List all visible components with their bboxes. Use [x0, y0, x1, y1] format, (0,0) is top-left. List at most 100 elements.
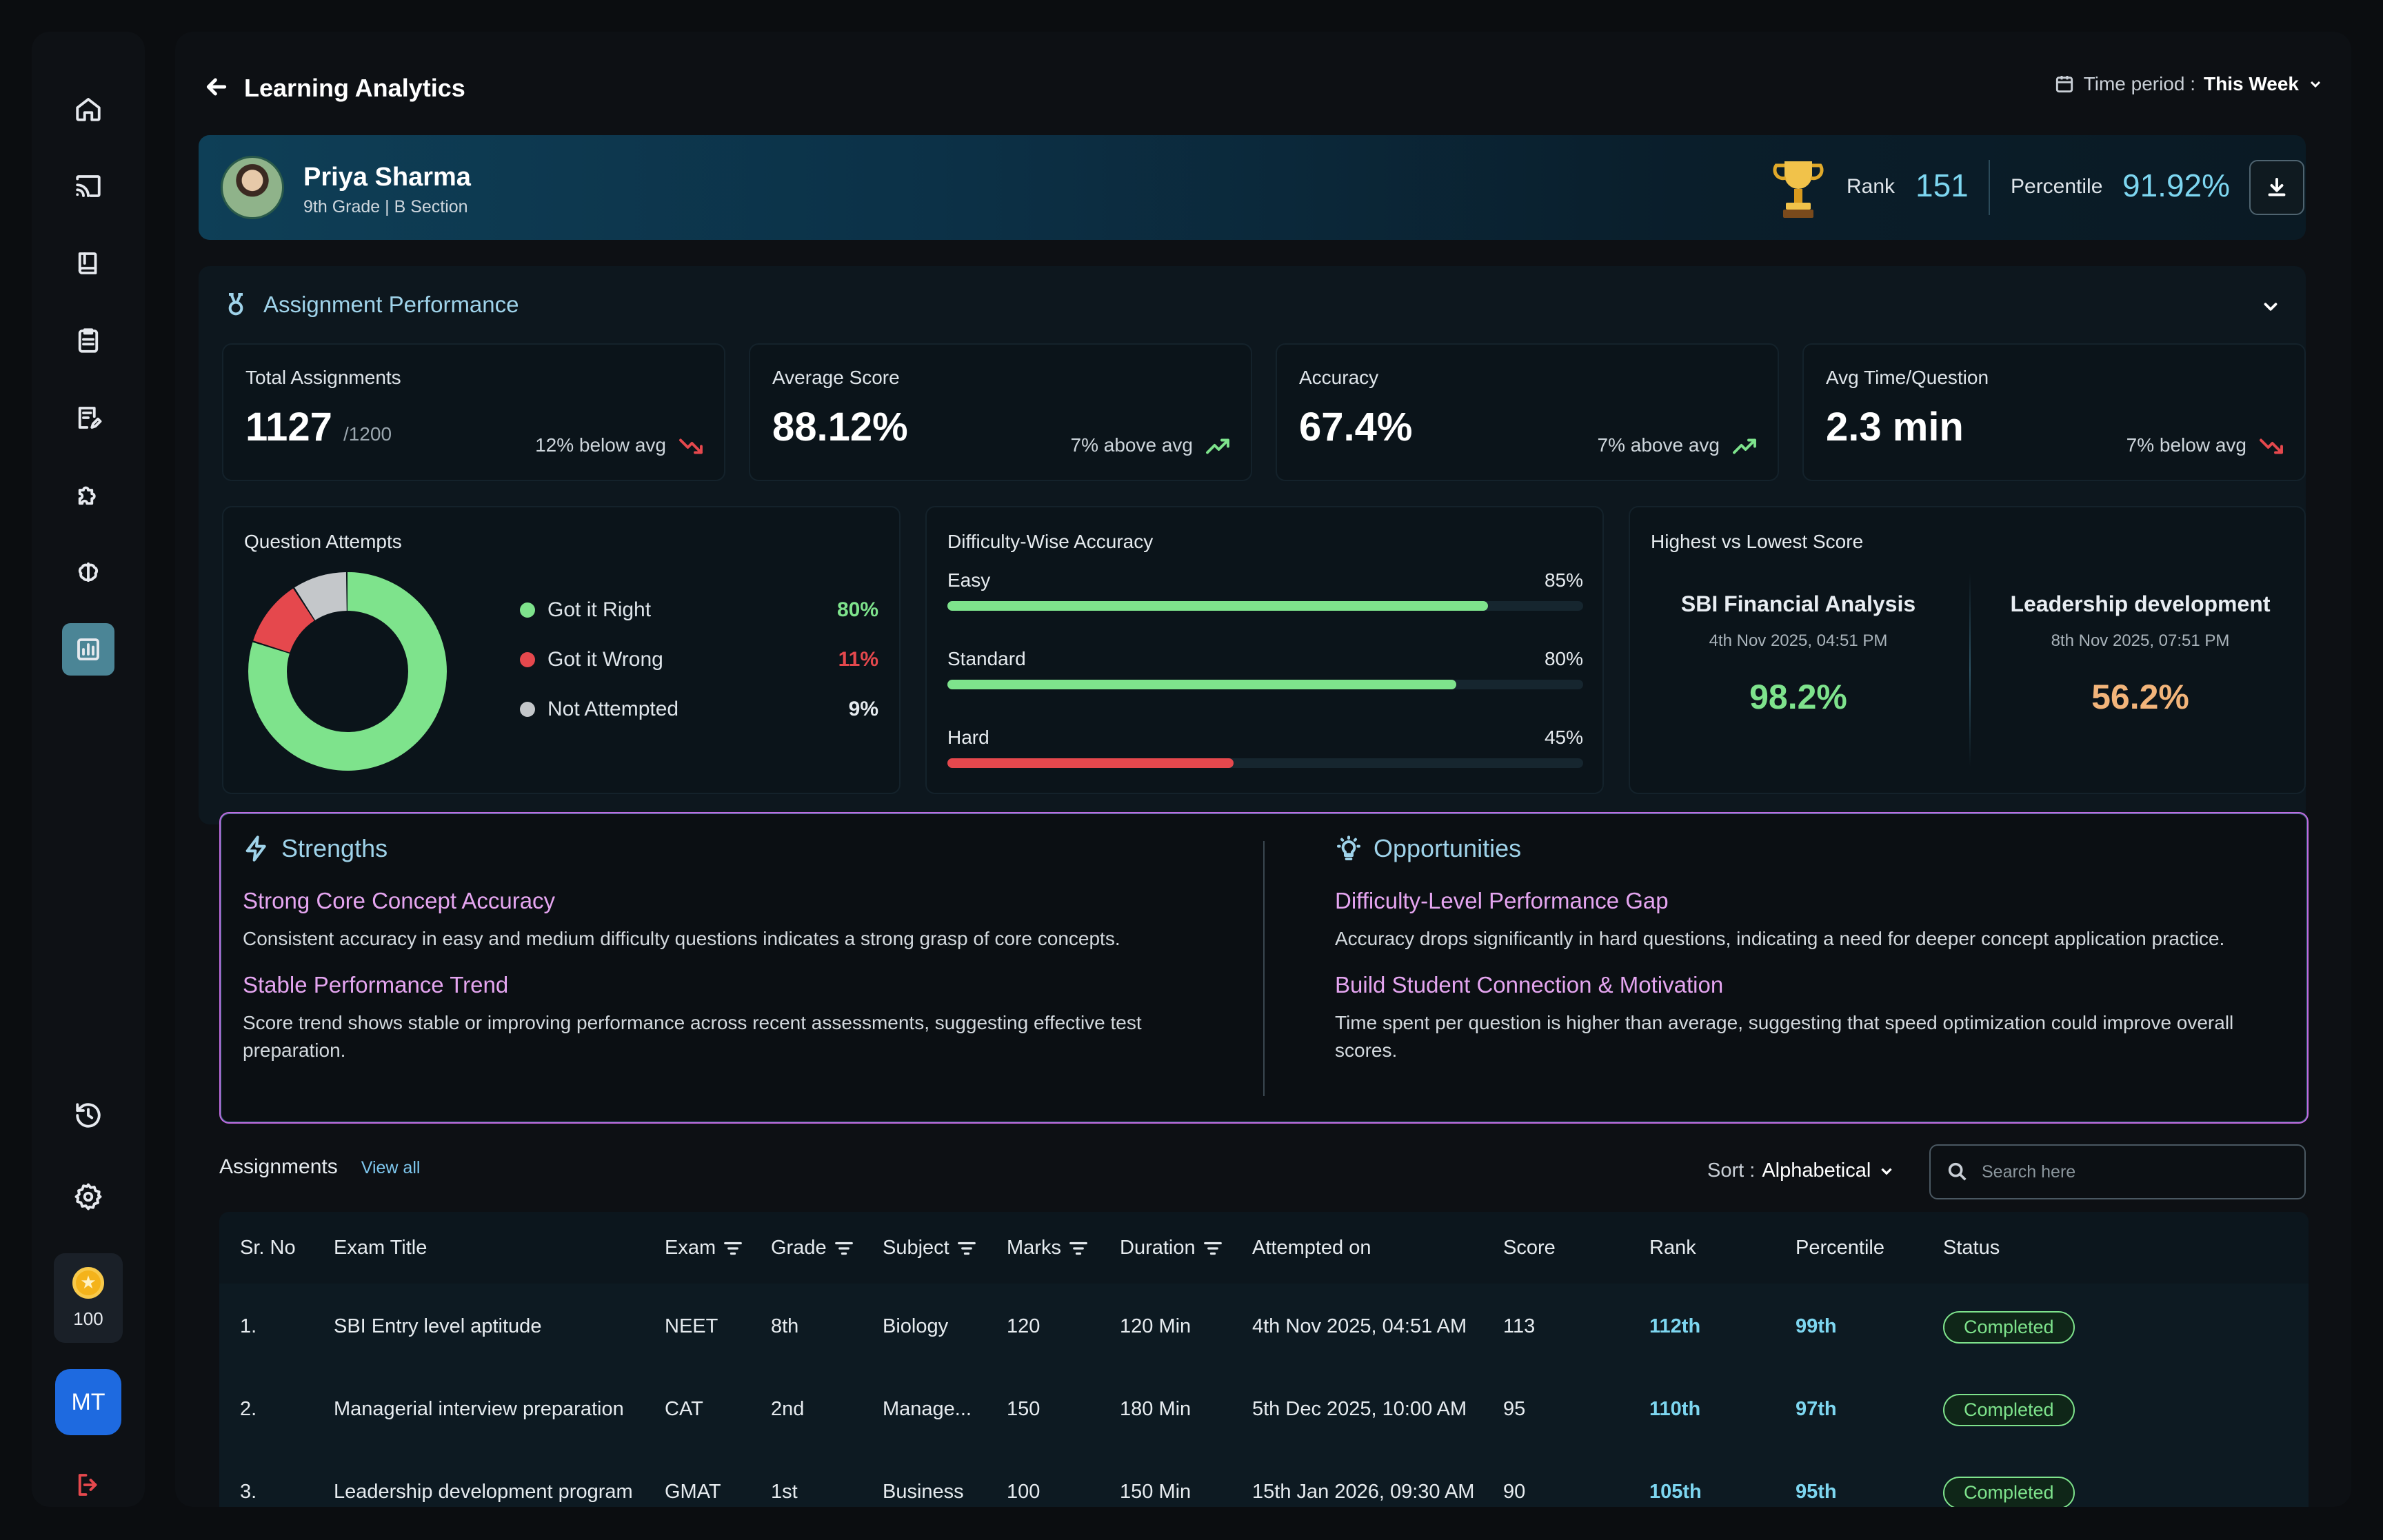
- legend-label: Not Attempted: [547, 698, 679, 720]
- search-input[interactable]: [1982, 1162, 2278, 1182]
- legend-not-attempted: Not Attempted 9%: [520, 698, 878, 721]
- stat-trend: 12% below avg: [535, 434, 703, 456]
- table-cell: 5th Dec 2025, 10:00 AM: [1252, 1398, 1467, 1420]
- stat-card-accuracy: Accuracy 67.4% 7% above avg: [1276, 343, 1779, 481]
- download-icon: [2268, 178, 2286, 196]
- column-header-attempted-on: Attempted on: [1252, 1237, 1371, 1259]
- table-row[interactable]: 3. Leadership development program GMAT 1st B…: [219, 1449, 2309, 1507]
- view-all-link[interactable]: View all: [361, 1158, 421, 1177]
- column-label: Grade: [771, 1237, 827, 1259]
- status-cell: Completed: [1943, 1394, 2075, 1426]
- column-label: Subject: [883, 1237, 949, 1259]
- insight-desc: Accuracy drops significantly in hard que…: [1335, 928, 2225, 949]
- score-divider: [1969, 574, 1971, 767]
- stat-card-average-score: Average Score 88.12% 7% above avg: [749, 343, 1252, 481]
- column-header-duration[interactable]: Duration: [1120, 1237, 1223, 1259]
- insight-desc: Time spent per question is higher than a…: [1335, 1012, 2234, 1061]
- highest-title: SBI Financial Analysis: [1680, 591, 1916, 616]
- lowest-title: Leadership development: [2010, 591, 2271, 616]
- column-label: Sr. No: [240, 1237, 296, 1259]
- highest-date: 4th Nov 2025, 04:51 PM: [1709, 631, 1888, 650]
- column-label: Marks: [1007, 1237, 1061, 1259]
- cast-icon[interactable]: [62, 160, 114, 212]
- legend-label: Got it Right: [547, 598, 652, 621]
- column-label: Attempted on: [1252, 1237, 1371, 1259]
- performance-header[interactable]: Assignment Performance: [222, 291, 519, 318]
- legend-got-it-wrong: Got it Wrong 11%: [520, 648, 878, 671]
- strength-item: Strong Core Concept Accuracy Consistent …: [243, 888, 1194, 953]
- percentile-value: 91.92%: [2122, 168, 2231, 203]
- column-label: Score: [1503, 1237, 1556, 1259]
- time-period-selector[interactable]: Time period : This Week: [2053, 73, 2324, 95]
- user-avatar[interactable]: MT: [55, 1369, 121, 1435]
- column-label: Percentile: [1796, 1237, 1884, 1259]
- column-header-rank: Rank: [1649, 1237, 1696, 1259]
- column-label: Exam: [665, 1237, 716, 1259]
- opportunities-header: Opportunities: [1335, 834, 2286, 863]
- trend-up-icon: [1733, 438, 1756, 454]
- column-header-exam[interactable]: Exam: [665, 1237, 743, 1259]
- student-avatar: [221, 156, 284, 219]
- table-cell: Leadership development program: [334, 1481, 633, 1503]
- status-cell: Completed: [1943, 1311, 2075, 1344]
- brain-icon[interactable]: [62, 546, 114, 598]
- difficulty-label: Hard: [947, 727, 989, 748]
- filter-icon: [1069, 1242, 1087, 1255]
- insight-desc: Consistent accuracy in easy and medium d…: [243, 928, 1120, 949]
- lowest-value: 56.2%: [2091, 678, 2189, 716]
- column-header-sr-no: Sr. No: [240, 1237, 296, 1259]
- legend-label: Got it Wrong: [547, 648, 663, 671]
- book-icon[interactable]: [62, 237, 114, 290]
- difficulty-hard: Hard 45%: [947, 727, 1583, 768]
- table-cell: Biology: [883, 1315, 949, 1337]
- settings-icon[interactable]: [62, 1171, 114, 1223]
- download-button[interactable]: [2249, 160, 2304, 215]
- donut-slice-right: [248, 572, 447, 771]
- coin-balance[interactable]: ★ 100: [54, 1253, 123, 1343]
- trend-text: 7% below avg: [2126, 434, 2246, 456]
- sort-dropdown[interactable]: Sort : Alphabetical: [1707, 1159, 1896, 1182]
- lightbulb-icon: [1337, 835, 1360, 860]
- table-cell: GMAT: [665, 1481, 721, 1503]
- trend-text: 7% above avg: [1070, 434, 1193, 456]
- difficulty-accuracy-card: Difficulty-Wise Accuracy Easy 85% Standa…: [925, 506, 1604, 794]
- stat-trend: 7% above avg: [1071, 434, 1230, 456]
- clipboard-icon[interactable]: [62, 314, 114, 367]
- logout-icon[interactable]: [62, 1459, 114, 1511]
- collapse-chevron-icon[interactable]: [2260, 296, 2281, 321]
- column-header-grade[interactable]: Grade: [771, 1237, 854, 1259]
- opportunities-column: Opportunities Difficulty-Level Performan…: [1335, 834, 2286, 1064]
- column-header-subject[interactable]: Subject: [883, 1237, 977, 1259]
- analytics-icon[interactable]: [62, 623, 114, 676]
- table-header: Sr. No Exam Title Exam Grade Subject Marks Dur…: [219, 1212, 2309, 1284]
- stat-number: 1127: [245, 405, 332, 449]
- chevron-down-icon: [2310, 81, 2321, 88]
- difficulty-value: 85%: [1544, 569, 1583, 591]
- rank-value: 151: [1916, 168, 1969, 203]
- calendar-icon: [2055, 76, 2073, 93]
- stat-label: Total Assignments: [245, 367, 401, 388]
- assignments-title: Assignments: [219, 1155, 338, 1178]
- table-cell: 110th: [1649, 1398, 1701, 1420]
- difficulty-value: 45%: [1544, 727, 1583, 748]
- column-header-marks[interactable]: Marks: [1007, 1237, 1089, 1259]
- edit-document-icon[interactable]: [62, 392, 114, 444]
- table-cell: 1st: [771, 1481, 798, 1503]
- difficulty-easy: Easy 85%: [947, 569, 1583, 611]
- card-title: Question Attempts: [244, 531, 402, 552]
- trend-text: 12% below avg: [535, 434, 666, 456]
- table-cell: 105th: [1649, 1481, 1702, 1503]
- highest-lowest-card: Highest vs Lowest Score SBI Financial An…: [1629, 506, 2306, 794]
- table-cell: 2.: [240, 1398, 257, 1420]
- search-box[interactable]: [1929, 1144, 2306, 1199]
- puzzle-icon[interactable]: [62, 469, 114, 521]
- table-cell: 113: [1503, 1315, 1536, 1337]
- highest-score: SBI Financial Analysis 4th Nov 2025, 04:…: [1653, 590, 1943, 717]
- history-icon[interactable]: [62, 1089, 114, 1142]
- progress-fill: [947, 601, 1488, 611]
- home-icon[interactable]: [62, 83, 114, 135]
- table-row[interactable]: 1. SBI Entry level aptitude NEET 8th Biology…: [219, 1284, 2309, 1375]
- table-row[interactable]: 2. Managerial interview preparation CAT 2nd…: [219, 1366, 2309, 1457]
- insight-title: Stable Performance Trend: [243, 972, 509, 997]
- back-arrow-icon[interactable]: [203, 73, 230, 104]
